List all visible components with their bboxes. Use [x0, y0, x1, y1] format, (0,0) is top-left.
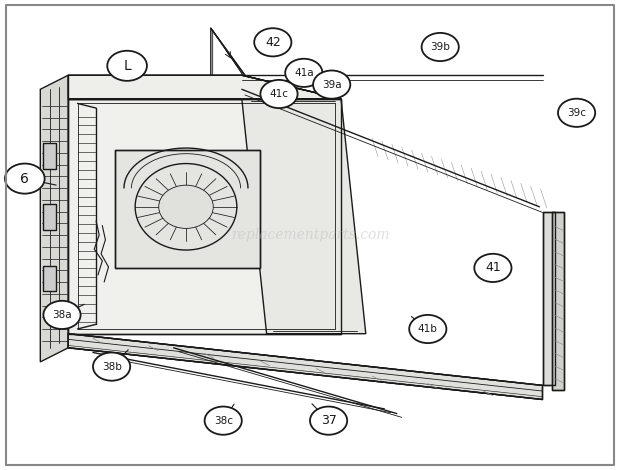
Polygon shape — [68, 75, 341, 99]
Polygon shape — [43, 266, 56, 291]
Polygon shape — [242, 99, 366, 334]
Text: 39c: 39c — [567, 108, 586, 118]
Circle shape — [474, 254, 512, 282]
Circle shape — [558, 99, 595, 127]
Text: 39b: 39b — [430, 42, 450, 52]
Polygon shape — [552, 212, 564, 390]
Text: 41: 41 — [485, 261, 501, 274]
Text: 38b: 38b — [102, 361, 122, 372]
Circle shape — [285, 59, 322, 87]
Text: 39a: 39a — [322, 79, 342, 90]
Text: 38c: 38c — [214, 415, 232, 426]
Polygon shape — [43, 204, 56, 230]
Polygon shape — [115, 150, 260, 268]
Text: 37: 37 — [321, 414, 337, 427]
Circle shape — [254, 28, 291, 56]
Circle shape — [313, 70, 350, 99]
Polygon shape — [68, 99, 341, 334]
Circle shape — [205, 407, 242, 435]
Circle shape — [310, 407, 347, 435]
Circle shape — [409, 315, 446, 343]
Text: 41b: 41b — [418, 324, 438, 334]
Polygon shape — [43, 143, 56, 169]
Polygon shape — [40, 75, 68, 362]
Text: L: L — [123, 59, 131, 73]
Circle shape — [422, 33, 459, 61]
Circle shape — [107, 51, 147, 81]
Text: 38a: 38a — [52, 310, 72, 320]
Text: replacementparts.com: replacementparts.com — [231, 228, 389, 242]
Text: 6: 6 — [20, 172, 29, 186]
Text: 41c: 41c — [270, 89, 288, 99]
Text: 42: 42 — [265, 36, 281, 49]
Circle shape — [260, 80, 298, 108]
Ellipse shape — [159, 185, 213, 228]
Polygon shape — [68, 334, 542, 400]
Polygon shape — [542, 212, 555, 385]
Text: 41a: 41a — [294, 68, 314, 78]
Circle shape — [43, 301, 81, 329]
Circle shape — [5, 164, 45, 194]
Circle shape — [93, 352, 130, 381]
